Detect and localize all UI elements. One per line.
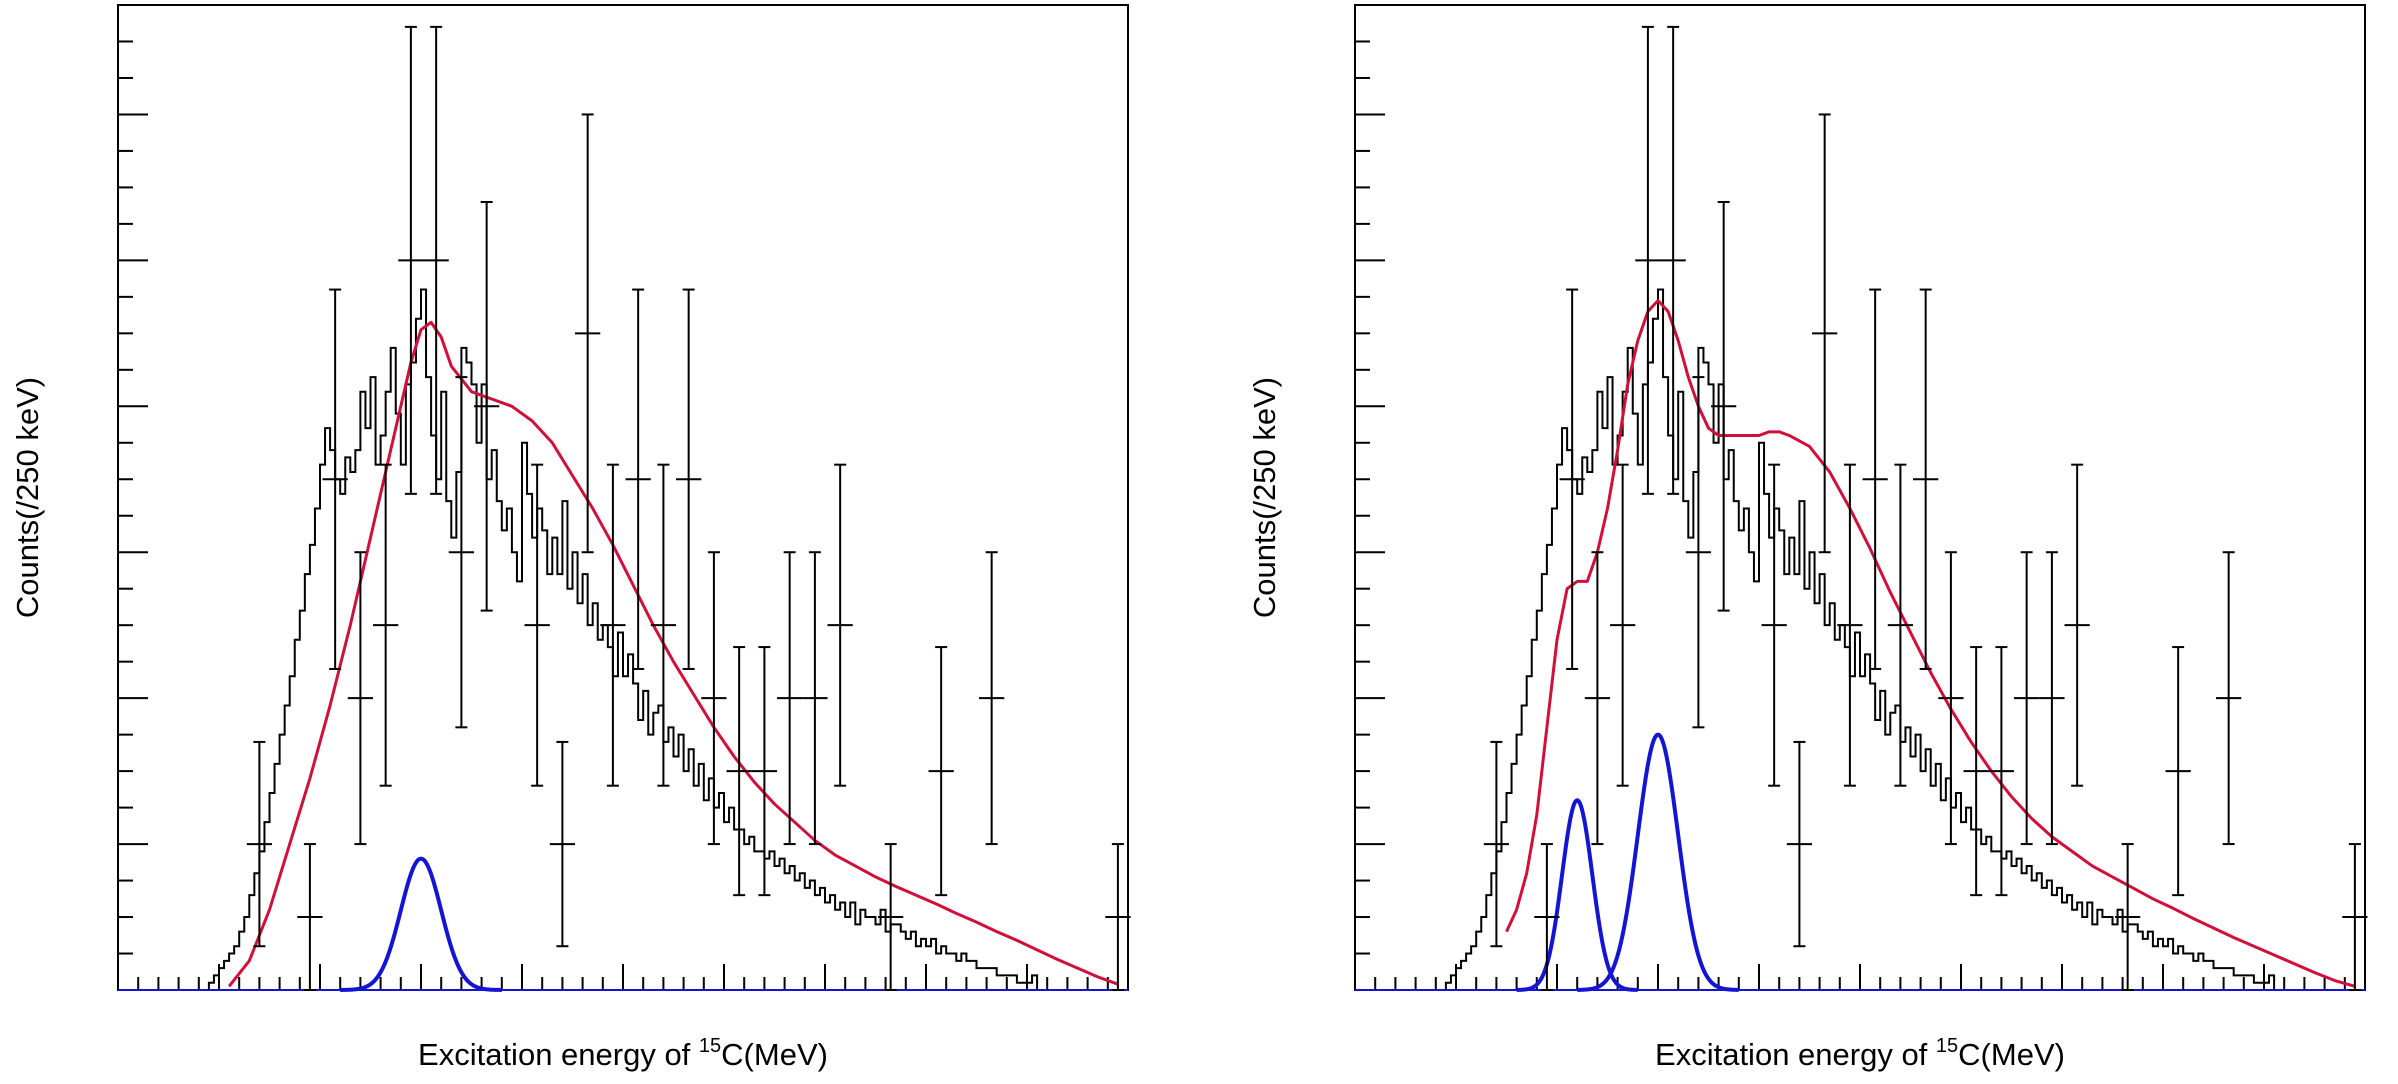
x-axis-title: Excitation energy of 15C(MeV): [1655, 1035, 2065, 1072]
component-gaussian-1: [340, 856, 502, 992]
error-point: [1913, 288, 1939, 670]
x-axis-title-superscript: 15: [1936, 1035, 1958, 1057]
error-point: [1483, 740, 1510, 948]
error-point: [1685, 376, 1712, 729]
error-point: [398, 25, 424, 495]
error-point: [347, 551, 374, 846]
error-point: [1786, 740, 1813, 948]
error-point: [1938, 551, 1964, 846]
error-point: [448, 376, 475, 729]
total-fit-curve: [1505, 299, 2356, 988]
error-point: [1559, 288, 1585, 670]
error-point: [1963, 646, 1989, 897]
error-point: [423, 25, 449, 495]
error-point: [474, 201, 500, 612]
error-point: [1534, 843, 1560, 991]
error-point: [297, 843, 323, 991]
error-point: [549, 740, 576, 948]
error-point: [373, 463, 399, 787]
x-axis-title-prefix: Excitation energy of: [418, 1037, 699, 1072]
error-point: [726, 646, 752, 897]
error-point: [1105, 843, 1131, 991]
error-point: [625, 288, 651, 670]
error-point: [2115, 843, 2141, 991]
y-axis-title: Counts(/250 keV): [10, 377, 45, 618]
error-point: [2342, 843, 2368, 991]
error-point: [1862, 288, 1888, 670]
error-point: [2165, 646, 2191, 897]
error-point: [524, 463, 550, 787]
error-point: [676, 288, 702, 670]
error-point: [322, 288, 348, 670]
right-panel: Excitation energy of 15C(MeV) Counts(/250…: [1247, 4, 2368, 1072]
error-point: [1660, 25, 1686, 495]
error-point: [2064, 463, 2090, 787]
error-point: [777, 551, 803, 846]
error-point: [650, 463, 677, 787]
error-point: [802, 551, 828, 846]
error-point: [246, 740, 273, 948]
error-point: [928, 646, 954, 897]
error-point: [2014, 551, 2040, 846]
error-point: [1584, 551, 1611, 846]
error-point: [1988, 646, 2015, 897]
error-point: [600, 463, 626, 787]
error-point: [575, 113, 601, 554]
error-point: [979, 551, 1005, 846]
error-point: [2216, 551, 2242, 846]
error-point: [1812, 113, 1838, 554]
x-axis-title: Excitation energy of 15C(MeV): [418, 1035, 828, 1072]
y-axis-title: Counts(/250 keV): [1247, 377, 1282, 618]
error-point: [1837, 463, 1863, 787]
x-axis-title-superscript: 15: [699, 1035, 721, 1057]
x-axis-title-suffix: C(MeV): [721, 1037, 828, 1072]
error-point: [1711, 201, 1737, 612]
error-point: [827, 463, 853, 787]
error-point: [1635, 25, 1661, 495]
error-point: [1887, 463, 1914, 787]
component-gaussian-2: [1577, 732, 1739, 992]
component-gaussian-1: [1516, 798, 1638, 992]
x-axis-title-prefix: Excitation energy of: [1655, 1037, 1936, 1072]
error-point: [878, 843, 904, 991]
left-panel: Excitation energy of 15C(MeV) Counts(/250…: [10, 4, 1131, 1072]
error-point: [751, 646, 778, 897]
error-point: [701, 551, 727, 846]
error-point: [2039, 551, 2065, 846]
x-axis-title-suffix: C(MeV): [1958, 1037, 2065, 1072]
error-point: [1761, 463, 1787, 787]
error-point: [1610, 463, 1636, 787]
